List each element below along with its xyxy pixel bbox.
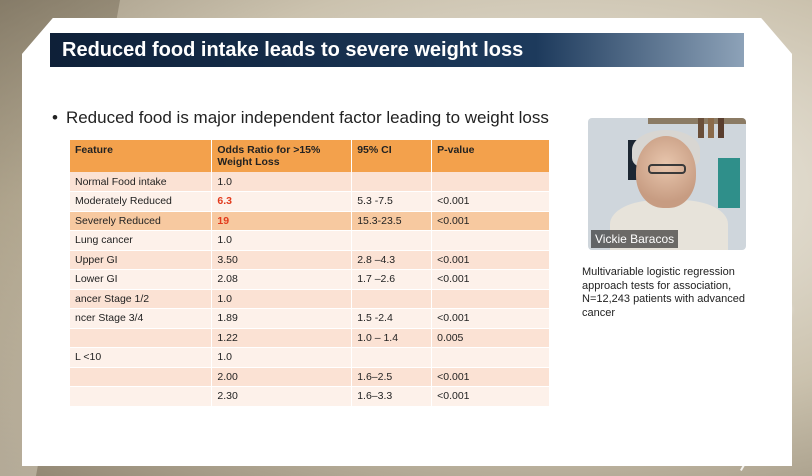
book-spine bbox=[718, 118, 724, 138]
cell-odds-ratio: 1.0 bbox=[211, 230, 353, 251]
book-spine bbox=[698, 118, 704, 138]
table-row: 1.22 1.0 – 1.4 0.005 bbox=[70, 328, 550, 348]
table-row: 2.00 1.6–2.5 <0.001 bbox=[70, 367, 550, 387]
cell-feature: L <10 bbox=[70, 347, 213, 368]
cell-ci: 15.3-23.5 bbox=[351, 211, 433, 231]
cell-odds-ratio: 6.3 bbox=[211, 191, 353, 212]
table-row: Moderately Reduced 6.3 5.3 -7.5 <0.001 bbox=[70, 191, 550, 212]
table-row: ancer Stage 1/2 1.0 bbox=[70, 289, 550, 309]
header-p-value: P-value bbox=[431, 140, 550, 172]
cell-ci: 1.6–2.5 bbox=[351, 367, 433, 387]
cell-ci: 5.3 -7.5 bbox=[351, 191, 433, 212]
cell-ci bbox=[351, 172, 433, 192]
table-row: Upper GI 3.50 2.8 –4.3 <0.001 bbox=[70, 250, 550, 270]
speaker-name-label: Vickie Baracos bbox=[591, 230, 679, 248]
book-spine bbox=[708, 118, 714, 138]
cell-ci: 1.0 – 1.4 bbox=[351, 328, 433, 348]
cell-odds-ratio: 2.30 bbox=[211, 386, 353, 407]
cell-feature: Severely Reduced bbox=[70, 211, 213, 231]
cell-p-value bbox=[431, 347, 550, 368]
glasses-icon bbox=[648, 164, 686, 174]
cell-feature: Lung cancer bbox=[70, 230, 213, 251]
cell-odds-ratio: 2.00 bbox=[211, 367, 353, 387]
table-row: Normal Food intake 1.0 bbox=[70, 172, 550, 192]
cell-ci bbox=[351, 230, 433, 251]
wall-frame bbox=[718, 158, 740, 208]
cell-p-value: <0.001 bbox=[431, 250, 550, 270]
cell-feature: ancer Stage 1/2 bbox=[70, 289, 213, 309]
cell-p-value: <0.001 bbox=[431, 308, 550, 329]
cell-odds-ratio: 2.08 bbox=[211, 269, 353, 290]
cell-odds-ratio: 1.89 bbox=[211, 308, 353, 329]
bullet-dot-icon: • bbox=[52, 108, 58, 127]
bullet-point: • Reduced food is major independent facto… bbox=[52, 108, 582, 128]
cell-feature: Normal Food intake bbox=[70, 172, 213, 192]
cell-feature bbox=[70, 328, 213, 348]
cell-ci: 1.7 –2.6 bbox=[351, 269, 433, 290]
table-row: ncer Stage 3/4 1.89 1.5 -2.4 <0.001 bbox=[70, 308, 550, 329]
header-feature: Feature bbox=[70, 140, 213, 172]
cell-odds-ratio: 1.0 bbox=[211, 172, 353, 192]
cell-feature: ncer Stage 3/4 bbox=[70, 308, 213, 329]
cell-p-value: <0.001 bbox=[431, 269, 550, 290]
cell-feature: Upper GI bbox=[70, 250, 213, 270]
cell-ci: 1.5 -2.4 bbox=[351, 308, 433, 329]
table-row: L <10 1.0 bbox=[70, 347, 550, 368]
decorative-dot bbox=[780, 305, 790, 315]
methodology-note: Multivariable logistic regression approa… bbox=[582, 266, 745, 319]
table-row: 2.30 1.6–3.3 <0.001 bbox=[70, 386, 550, 407]
cell-feature: Lower GI bbox=[70, 269, 213, 290]
cell-feature bbox=[70, 367, 213, 387]
cell-ci bbox=[351, 289, 433, 309]
decorative-dot bbox=[761, 126, 771, 136]
cell-odds-ratio: 19 bbox=[211, 211, 353, 231]
cell-p-value: <0.001 bbox=[431, 211, 550, 231]
cell-feature bbox=[70, 386, 213, 407]
cell-ci bbox=[351, 347, 433, 368]
table-row: Lower GI 2.08 1.7 –2.6 <0.001 bbox=[70, 269, 550, 290]
cell-odds-ratio: 1.22 bbox=[211, 328, 353, 348]
cell-p-value bbox=[431, 289, 550, 309]
speaker-video-tile[interactable]: Vickie Baracos bbox=[588, 118, 746, 250]
odds-ratio-table: Feature Odds Ratio for >15% Weight Loss … bbox=[70, 140, 550, 407]
header-odds-ratio: Odds Ratio for >15% Weight Loss bbox=[211, 140, 353, 172]
cell-p-value: <0.001 bbox=[431, 191, 550, 212]
header-ci: 95% CI bbox=[351, 140, 433, 172]
slide-title: Reduced food intake leads to severe weig… bbox=[50, 33, 744, 67]
cell-odds-ratio: 3.50 bbox=[211, 250, 353, 270]
bullet-text: Reduced food is major independent factor… bbox=[65, 108, 549, 127]
table-row: Severely Reduced 19 15.3-23.5 <0.001 bbox=[70, 211, 550, 231]
cell-p-value: <0.001 bbox=[431, 367, 550, 387]
cell-ci: 2.8 –4.3 bbox=[351, 250, 433, 270]
cell-p-value: <0.001 bbox=[431, 386, 550, 407]
cell-p-value bbox=[431, 230, 550, 251]
cell-ci: 1.6–3.3 bbox=[351, 386, 433, 407]
cell-p-value bbox=[431, 172, 550, 192]
table-row: Lung cancer 1.0 bbox=[70, 230, 550, 251]
cell-feature: Moderately Reduced bbox=[70, 191, 213, 212]
table-header-row: Feature Odds Ratio for >15% Weight Loss … bbox=[70, 140, 550, 172]
cell-odds-ratio: 1.0 bbox=[211, 347, 353, 368]
cell-p-value: 0.005 bbox=[431, 328, 550, 348]
cell-odds-ratio: 1.0 bbox=[211, 289, 353, 309]
bookshelf bbox=[648, 118, 746, 124]
